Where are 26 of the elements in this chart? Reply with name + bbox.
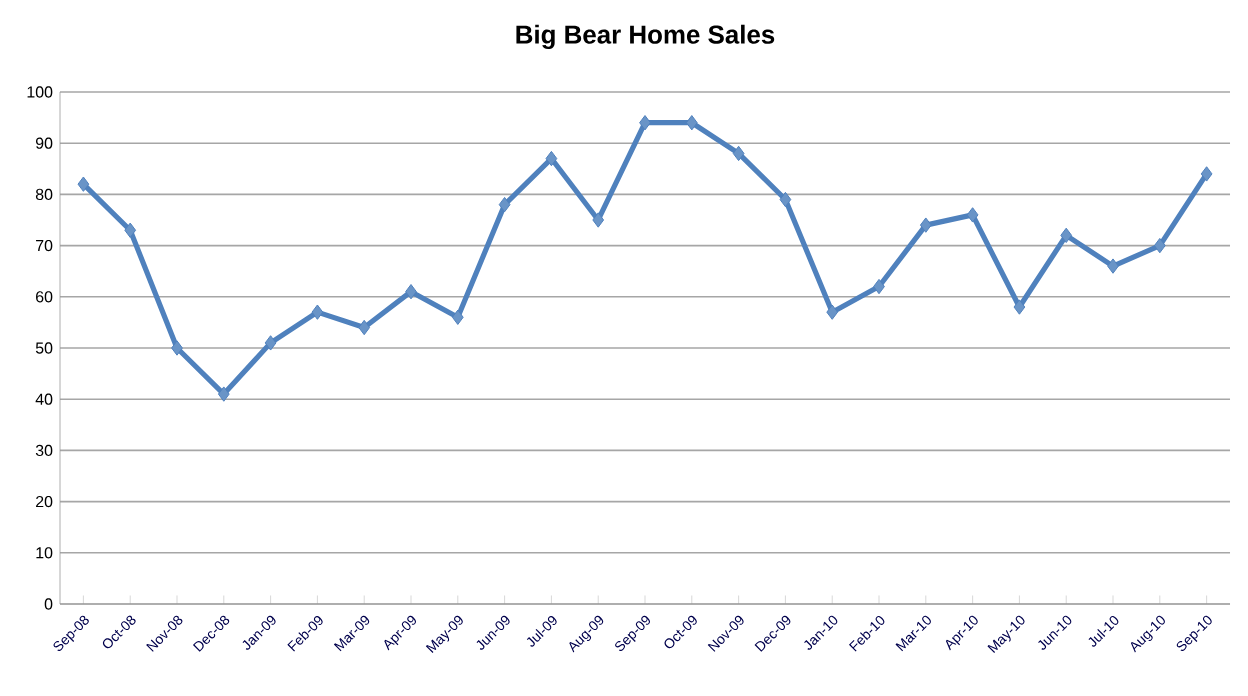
point: [1200, 166, 1213, 182]
point: [873, 278, 885, 295]
point: [1060, 227, 1073, 244]
point: [124, 222, 137, 238]
point: [966, 207, 979, 223]
point: [592, 212, 605, 228]
point: [77, 176, 90, 192]
point: [685, 115, 698, 131]
point: [1013, 299, 1026, 315]
point: [358, 319, 371, 336]
point: [264, 335, 277, 351]
point: [171, 340, 183, 356]
point: [311, 304, 324, 320]
point: [919, 217, 932, 233]
point: [732, 145, 745, 162]
point: [639, 115, 651, 131]
point: [217, 386, 230, 402]
point: [779, 191, 792, 208]
point: [545, 150, 558, 167]
point: [826, 304, 839, 320]
point: [1153, 237, 1166, 254]
point: [498, 196, 511, 213]
chart-title: Big Bear Home Sales: [516, 24, 775, 50]
point: [451, 309, 464, 325]
point: [1107, 258, 1119, 274]
point: [405, 284, 417, 300]
